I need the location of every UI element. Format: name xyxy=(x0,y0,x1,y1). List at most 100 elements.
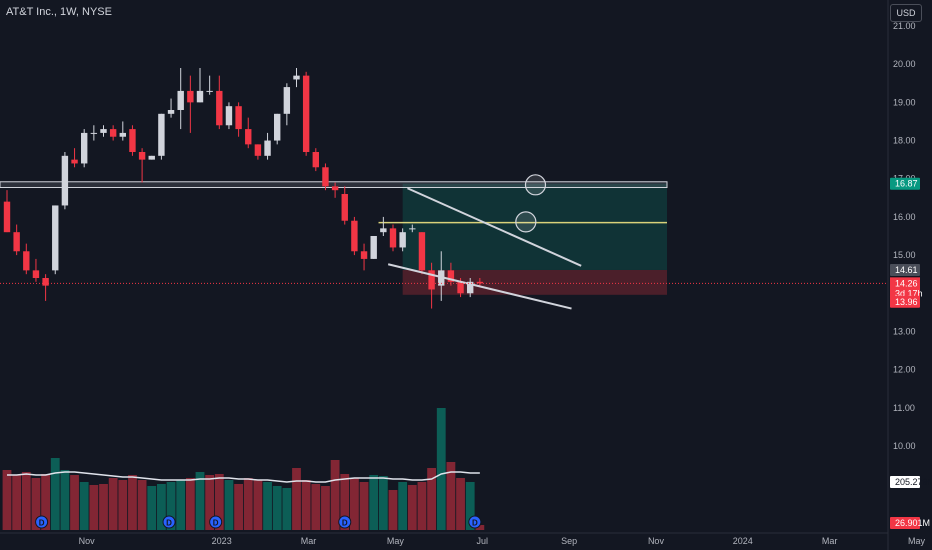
candle-body xyxy=(312,152,319,168)
price-tick-label: 19.00 xyxy=(893,97,916,107)
price-tick-label: 11.00 xyxy=(893,403,915,413)
volume-bar xyxy=(282,488,292,530)
volume-bar xyxy=(166,482,176,530)
candle-body xyxy=(206,90,213,92)
dividend-icon xyxy=(209,515,223,529)
candle-body xyxy=(167,110,175,114)
dividend-icon xyxy=(162,515,176,529)
candle-body xyxy=(148,155,155,160)
volume-bar xyxy=(340,474,350,530)
candle-body xyxy=(457,281,464,294)
price-tick-label: 18.00 xyxy=(893,136,916,146)
candle-body xyxy=(52,205,59,271)
volume-bar xyxy=(398,482,408,530)
candle-body xyxy=(447,270,455,282)
dividend-icon xyxy=(338,515,352,529)
volume-bar xyxy=(446,462,456,530)
candle-body xyxy=(61,155,69,206)
dividend-label: D xyxy=(342,519,348,528)
time-tick-label: 2024 xyxy=(733,536,753,546)
stop-price-tag-bg xyxy=(890,295,920,308)
candle-body xyxy=(109,129,117,137)
volume-bar xyxy=(330,460,340,530)
target-price-tag: 16.87 xyxy=(895,179,918,189)
price-tick-label: 10.00 xyxy=(893,441,916,451)
volume-bar xyxy=(369,475,379,530)
volume-bar xyxy=(99,484,108,530)
candle-body xyxy=(100,129,107,133)
volume-bar xyxy=(176,480,186,530)
time-tick-label: Mar xyxy=(822,536,838,546)
entry-price-tag-bg xyxy=(890,263,920,276)
candle-body xyxy=(177,90,184,110)
candle-body xyxy=(389,228,397,248)
candle-body xyxy=(158,113,165,156)
entry-price-tag: 14.61 xyxy=(895,265,918,275)
volume-bar xyxy=(137,480,147,530)
candle-body xyxy=(409,228,416,230)
candle-body xyxy=(476,281,484,284)
volume-bar xyxy=(21,472,31,530)
candle-body xyxy=(216,90,223,126)
candle-body xyxy=(245,129,252,145)
symbol-header[interactable]: AT&T Inc., 1W, NYSE xyxy=(6,6,112,18)
volume-bar xyxy=(388,490,398,530)
volume-bar xyxy=(214,474,224,530)
volume-bar xyxy=(321,486,330,530)
volume-bar xyxy=(378,476,388,530)
price-tick-label: 16.00 xyxy=(893,212,916,222)
wedge-upper-line xyxy=(407,187,582,267)
candle-body xyxy=(428,270,435,290)
volume-bar xyxy=(292,468,301,530)
volume-bar xyxy=(301,480,311,530)
candle-body xyxy=(129,129,136,152)
candle-body xyxy=(360,251,368,259)
volume-ma-tag-bg xyxy=(890,476,920,488)
volume-bar xyxy=(243,478,253,530)
volume-bar xyxy=(465,482,475,530)
candle-body xyxy=(254,144,262,156)
countdown-tag: 3d 17h xyxy=(895,288,923,298)
volume-bar xyxy=(41,474,50,530)
volume-bar xyxy=(185,478,195,530)
volume-bar xyxy=(475,525,485,530)
wedge-lower-line xyxy=(387,263,572,310)
volume-bar xyxy=(108,478,118,530)
candle-body xyxy=(467,281,474,294)
volume-ma-line xyxy=(7,471,480,483)
volume-bar xyxy=(195,472,205,530)
candle-body xyxy=(331,186,339,191)
candle-body xyxy=(81,132,88,164)
volume-bar xyxy=(350,478,359,530)
volume-bar xyxy=(147,486,157,530)
volume-bar xyxy=(359,482,369,530)
target-price-tag-bg xyxy=(890,177,920,190)
volume-bar xyxy=(31,478,41,530)
last-price-tag: 14.26 xyxy=(895,278,918,288)
candle-body xyxy=(399,232,406,248)
candle-body xyxy=(322,167,329,187)
level-circle xyxy=(524,174,547,196)
time-tick-label: May xyxy=(387,536,405,546)
candle-body xyxy=(32,270,40,278)
dividend-label: D xyxy=(472,519,478,528)
time-tick-label: Jul xyxy=(476,536,488,546)
volume-bar xyxy=(128,475,137,530)
volume-bar xyxy=(407,485,417,530)
candle-body xyxy=(71,159,78,164)
candle-body xyxy=(283,87,291,114)
price-tick-label: 13.00 xyxy=(893,326,916,336)
volume-bar xyxy=(234,484,243,530)
currency-button[interactable]: USD xyxy=(890,4,922,22)
price-tick-label: 20.00 xyxy=(893,59,916,69)
candle-body xyxy=(119,132,126,137)
volume-bar xyxy=(272,486,282,530)
candle-body xyxy=(274,113,281,141)
volume-bar xyxy=(89,485,99,530)
time-tick-label: Mar xyxy=(301,536,317,546)
volume-bar xyxy=(224,480,234,530)
stop-price-tag: 13.96 xyxy=(895,297,918,307)
candle-body xyxy=(302,75,310,152)
